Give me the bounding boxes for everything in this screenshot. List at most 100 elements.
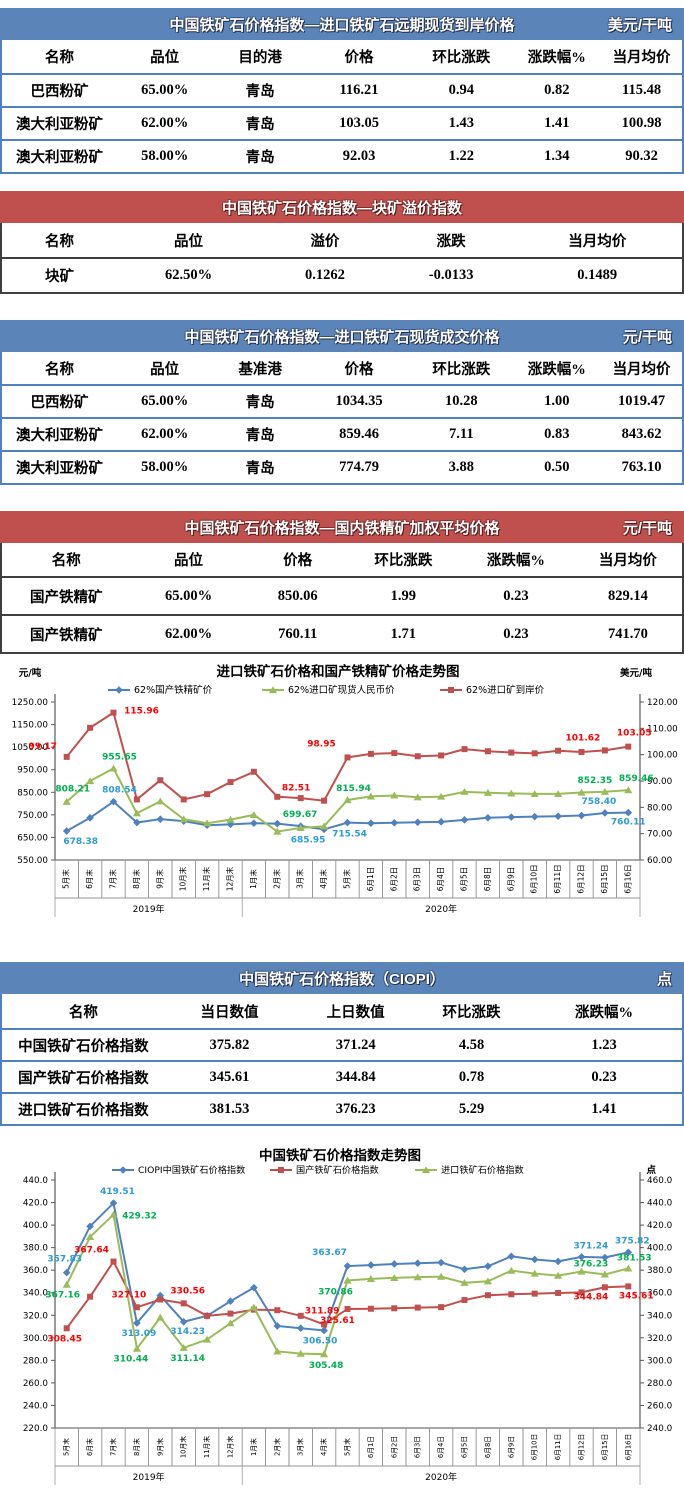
x-tick-label: 6月15日 bbox=[600, 864, 609, 893]
cell: 青岛 bbox=[212, 450, 308, 484]
right-tick-label: 110.00 bbox=[647, 724, 678, 734]
x-tick-label: 6月16日 bbox=[623, 864, 632, 893]
year-groups: 2019年 2020年 bbox=[54, 897, 641, 917]
row-name: 中国铁矿石价格指数 bbox=[18, 1038, 149, 1055]
x-tick-label: 6月5日 bbox=[460, 867, 469, 892]
data-label: 325.61 bbox=[320, 1316, 355, 1326]
table-row: 进口铁矿石价格指数 381.53 376.23 5.29 1.41 bbox=[1, 1092, 683, 1125]
data-labels: 357.83 419.51 313.09 314.23 306.50 363.67 371.… bbox=[45, 1187, 653, 1371]
table-title: 中国铁矿石价格指数—国内铁精矿加权平均价格 bbox=[184, 519, 500, 537]
cell: 0.23 bbox=[457, 614, 574, 653]
cell: 100.98 bbox=[601, 106, 683, 140]
x-tick-label: 6月15日 bbox=[601, 1434, 609, 1461]
right-tick-label: 240.0 bbox=[647, 1424, 673, 1434]
data-label: 98.95 bbox=[307, 739, 335, 749]
cell: 0.82 bbox=[544, 82, 570, 98]
cell: 10.28 bbox=[445, 393, 478, 409]
x-tick-label: 12月末 bbox=[226, 1436, 235, 1458]
cell: 850.06 bbox=[277, 587, 318, 604]
left-tick-label: 220.0 bbox=[23, 1424, 49, 1434]
cell: 1.23 bbox=[591, 1036, 617, 1053]
data-label: 419.51 bbox=[100, 1187, 135, 1197]
cell: 62.00% bbox=[116, 106, 213, 140]
cell: 90.32 bbox=[601, 139, 683, 173]
x-tick-label: 9月末 bbox=[155, 1438, 164, 1456]
left-tick-label: 650.00 bbox=[17, 833, 48, 843]
left-tick-label: 380.0 bbox=[23, 1244, 49, 1254]
column-header: 当日数值 bbox=[164, 994, 295, 1030]
column-header: 品位 bbox=[116, 40, 213, 75]
x-tick-label: 7月末 bbox=[108, 869, 118, 889]
left-tick-label: 1050.00 bbox=[12, 743, 49, 753]
data-label: 760.11 bbox=[611, 818, 646, 828]
cell: 0.78 bbox=[417, 1060, 527, 1093]
table-title-band: 中国铁矿石价格指数—进口铁矿石远期现货到岸价格 美元/干吨 bbox=[0, 8, 684, 40]
data-label: 103.05 bbox=[617, 729, 652, 739]
chart-ciopi-index-trend: 中国铁矿石价格指数走势图点 CIOPI中国铁矿石价格指数 国产铁矿石价格指数 进口铁矿… bbox=[0, 1140, 684, 1492]
cell: 65.00% bbox=[164, 587, 213, 604]
right-tick-label: 400.0 bbox=[647, 1244, 673, 1254]
left-tick-label: 440.0 bbox=[23, 1176, 49, 1186]
right-tick-label: 460.0 bbox=[647, 1176, 673, 1186]
table-import-spot-transaction-price: 中国铁矿石价格指数—进口铁矿石现货成交价格 元/干吨 名称 品位 基准港 价格 环比涨跌 涨跌… bbox=[0, 320, 684, 485]
table-title: 中国铁矿石价格指数（CIOPI） bbox=[239, 970, 445, 988]
left-tick-label: 360.0 bbox=[23, 1266, 49, 1276]
column-header: 涨跌幅% bbox=[512, 40, 602, 75]
cell: 7.11 bbox=[410, 417, 513, 451]
cell: 1034.35 bbox=[335, 393, 383, 409]
series-国产铁矿石价格指数 bbox=[63, 1258, 632, 1332]
cell: 741.70 bbox=[573, 614, 683, 653]
table-row: 巴西粉矿 65.00% 青岛 116.21 0.94 0.82 115.48 bbox=[1, 74, 683, 107]
left-tick-label: 340.0 bbox=[23, 1289, 49, 1299]
data-label: 685.95 bbox=[291, 835, 326, 845]
column-header: 基准港 bbox=[212, 352, 308, 386]
right-tick-label: 360.0 bbox=[647, 1289, 673, 1299]
right-axis-unit: 点 bbox=[646, 1164, 656, 1176]
data-label: 357.83 bbox=[47, 1255, 82, 1265]
x-tick-label: 9月末 bbox=[154, 869, 164, 889]
legend: CIOPI中国铁矿石价格指数 国产铁矿石价格指数 进口铁矿石价格指数 bbox=[112, 1164, 524, 1176]
right-tick-label: 90.00 bbox=[647, 777, 673, 787]
cell: 1.43 bbox=[410, 106, 513, 140]
data-label: 311.14 bbox=[170, 1354, 205, 1364]
cell: 381.53 bbox=[164, 1092, 295, 1125]
x-tick-label: 6月9日 bbox=[506, 867, 515, 892]
table-unit-label: 美元/干吨 bbox=[607, 16, 672, 34]
cell: 1.71 bbox=[348, 614, 458, 653]
cell: 0.1489 bbox=[577, 267, 618, 283]
row-name: 国产铁矿石价格指数 bbox=[1, 1060, 165, 1093]
x-tick-label: 2月末 bbox=[271, 869, 281, 889]
column-header: 溢价 bbox=[260, 223, 390, 259]
right-tick-label: 80.00 bbox=[647, 803, 673, 813]
table-unit-label: 元/干吨 bbox=[622, 519, 672, 537]
cell: 1.22 bbox=[410, 139, 513, 173]
table-row: 中国铁矿石价格指数 375.82 371.24 4.58 1.23 bbox=[1, 1029, 683, 1061]
column-header: 品位 bbox=[116, 352, 213, 386]
column-header: 名称 bbox=[1, 352, 117, 386]
cell: 829.14 bbox=[607, 587, 648, 604]
x-tick-label: 6月3日 bbox=[414, 1436, 422, 1458]
column-header: 名称 bbox=[1, 543, 131, 578]
cell: 65.00% bbox=[141, 82, 189, 98]
data-label: 367.64 bbox=[74, 1246, 109, 1256]
x-tick-label: 6月10日 bbox=[530, 864, 539, 893]
x-tick-label: 7月末 bbox=[109, 1438, 118, 1456]
left-tick-label: 400.0 bbox=[23, 1221, 49, 1231]
cell: 62.00% bbox=[130, 614, 247, 653]
chart-title: 中国铁矿石价格指数走势图 bbox=[259, 1147, 421, 1164]
column-header: 价格 bbox=[307, 40, 411, 75]
column-header: 品位 bbox=[116, 223, 261, 259]
row-name: 巴西粉矿 bbox=[30, 84, 89, 100]
data-label: 99.17 bbox=[28, 742, 56, 752]
x-tick-label: 3月末 bbox=[296, 1438, 305, 1456]
left-tick-label: 950.00 bbox=[17, 766, 48, 776]
table-domestic-concentrate-weighted-avg-price: 中国铁矿石价格指数—国内铁精矿加权平均价格 元/干吨 名称 品位 价格 环比涨跌 涨跌幅% 当… bbox=[0, 511, 684, 654]
cell: -0.0133 bbox=[428, 267, 474, 283]
x-tick-label: 4月末 bbox=[319, 1438, 328, 1456]
right-tick-label: 70.00 bbox=[647, 830, 673, 840]
x-axis-labels: 5月末 6月末 7月末 8月末 9月末 10月末 11月末 12月末 1月末 2月末 3月末 4月末 5… bbox=[54, 859, 641, 899]
cell: 116.21 bbox=[339, 82, 379, 98]
data-label: 678.38 bbox=[63, 837, 98, 847]
x-tick-label: 6月1日 bbox=[367, 1436, 375, 1458]
